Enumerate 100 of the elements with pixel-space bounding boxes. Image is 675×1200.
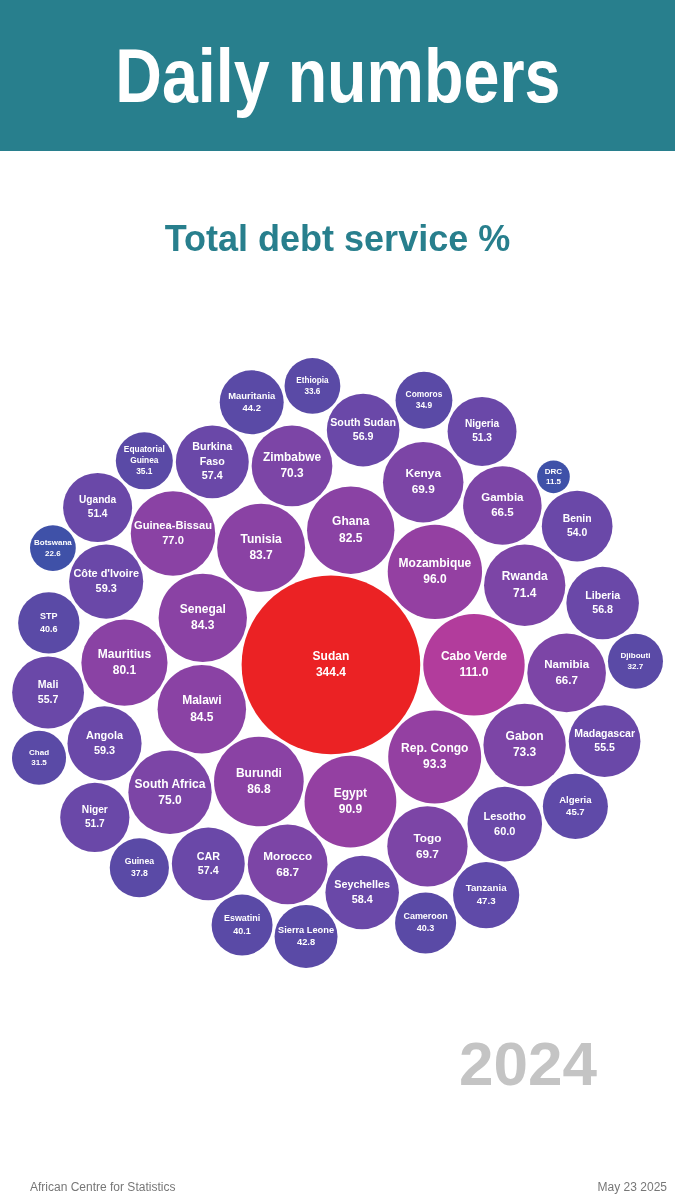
data-label: 55.5: [594, 741, 615, 754]
data-label: 32.7: [627, 661, 644, 671]
data-label: 59.3: [93, 743, 116, 756]
category-label: Tanzania: [465, 882, 508, 894]
data-label: 77.0: [162, 534, 184, 547]
category-label: Comoros: [405, 388, 443, 399]
data-label: 45.7: [566, 806, 585, 818]
data-label: 75.0: [158, 792, 183, 807]
data-label: 71.4: [513, 585, 537, 600]
text: May 23 2025: [597, 1180, 667, 1194]
category-label: Guinea-Bissau: [133, 519, 213, 532]
data-label: 84.5: [190, 709, 214, 724]
category-label: Cabo Verde: [440, 649, 508, 664]
text: African Centre for Statistics: [30, 1180, 176, 1194]
text: Total debt service %: [163, 218, 512, 260]
category-label: Côte d'Ivoire: [73, 567, 139, 580]
category-label: Sierra Leone: [278, 924, 335, 935]
category-label: Kenya: [405, 466, 442, 481]
category-label: Gabon: [505, 729, 544, 744]
category-label: Lesotho: [483, 809, 527, 822]
text: Daily numbers: [114, 32, 561, 119]
data-label: 69.7: [415, 846, 440, 861]
data-label: 40.6: [40, 623, 58, 634]
data-label: 44.2: [242, 402, 261, 414]
data-label: 66.5: [491, 506, 515, 519]
category-label: Egypt: [333, 785, 368, 800]
data-label: 22.6: [45, 548, 62, 558]
data-label: 31.5: [31, 758, 48, 768]
data-label: 344.4: [315, 665, 347, 680]
data-label: 55.7: [37, 692, 59, 705]
text: 2024: [458, 1028, 598, 1099]
data-label: 70.3: [280, 466, 304, 481]
data-label: 84.3: [191, 618, 215, 633]
category-label: Niger: [81, 804, 108, 816]
category-label: South Africa: [134, 776, 206, 791]
category-label: Eswatini: [223, 913, 261, 924]
category-label: Senegal: [179, 602, 226, 617]
category-label: Mozambique: [398, 556, 472, 571]
data-label: 34.9: [415, 400, 433, 411]
data-label: 37.8: [130, 868, 148, 879]
category-label: Ethiopia: [296, 375, 330, 385]
category-label: Djibouti: [620, 651, 651, 661]
category-label: Ghana: [332, 514, 370, 529]
data-label: 11.5: [545, 477, 562, 487]
category-label: Uganda: [79, 494, 117, 506]
category-label: Equatorial Guinea: [123, 443, 165, 466]
category-label: Cameroon: [403, 911, 448, 922]
category-label: Seychelles: [334, 878, 391, 891]
category-label: CAR: [196, 849, 221, 862]
category-label: Tunisia: [240, 531, 282, 546]
data-label: 68.7: [276, 864, 300, 878]
data-label: 47.3: [476, 895, 497, 907]
category-label: Benin: [562, 512, 592, 524]
data-label: 90.9: [338, 802, 363, 817]
category-label: Gambia: [481, 490, 525, 503]
data-label: 111.0: [459, 665, 489, 680]
category-label: Algeria: [559, 793, 593, 805]
category-label: Namibia: [544, 658, 590, 671]
category-label: Botswana: [34, 537, 73, 547]
data-label: 42.8: [297, 937, 316, 948]
data-label: 96.0: [423, 572, 447, 587]
category-label: Rwanda: [501, 569, 548, 584]
category-label: Togo: [413, 830, 442, 845]
data-label: 66.7: [555, 673, 578, 686]
data-label: 69.9: [411, 482, 436, 497]
data-label: 33.6: [304, 386, 321, 396]
category-label: Liberia: [585, 588, 621, 601]
data-label: 58.4: [351, 892, 373, 905]
category-label: Malawi: [182, 693, 222, 708]
data-label: 56.8: [592, 603, 614, 616]
category-label: Guinea: [124, 856, 155, 867]
category-label: STP: [40, 611, 58, 622]
category-label: Burkina Faso: [192, 440, 234, 467]
data-label: 80.1: [112, 663, 137, 678]
category-label: Mauritania: [228, 389, 276, 401]
data-label: 40.1: [233, 925, 251, 936]
data-label: 51.3: [472, 432, 493, 444]
data-label: 60.0: [494, 824, 516, 837]
category-label: Rep. Congo: [401, 741, 469, 756]
data-label: 51.7: [84, 818, 106, 830]
data-label: 83.7: [249, 548, 274, 563]
category-label: Morocco: [263, 848, 313, 862]
data-label: 57.4: [197, 864, 219, 877]
category-label: Nigeria: [464, 418, 500, 430]
category-label: Chad: [29, 747, 50, 757]
category-label: Zimbabwe: [263, 450, 322, 465]
data-label: 35.1: [136, 466, 153, 477]
data-label: 93.3: [423, 757, 447, 772]
data-label: 56.9: [352, 430, 374, 443]
data-label: 59.3: [95, 581, 117, 594]
data-label: 54.0: [567, 527, 588, 539]
data-label: 51.4: [87, 508, 108, 520]
data-label: 86.8: [247, 781, 271, 796]
category-label: Mauritius: [97, 646, 152, 661]
category-label: Angola: [86, 729, 124, 742]
data-label: 73.3: [512, 745, 537, 760]
category-label: Mali: [37, 678, 59, 691]
category-label: Burundi: [235, 765, 282, 780]
data-label: 82.5: [339, 530, 363, 545]
data-label: 40.3: [416, 923, 435, 934]
